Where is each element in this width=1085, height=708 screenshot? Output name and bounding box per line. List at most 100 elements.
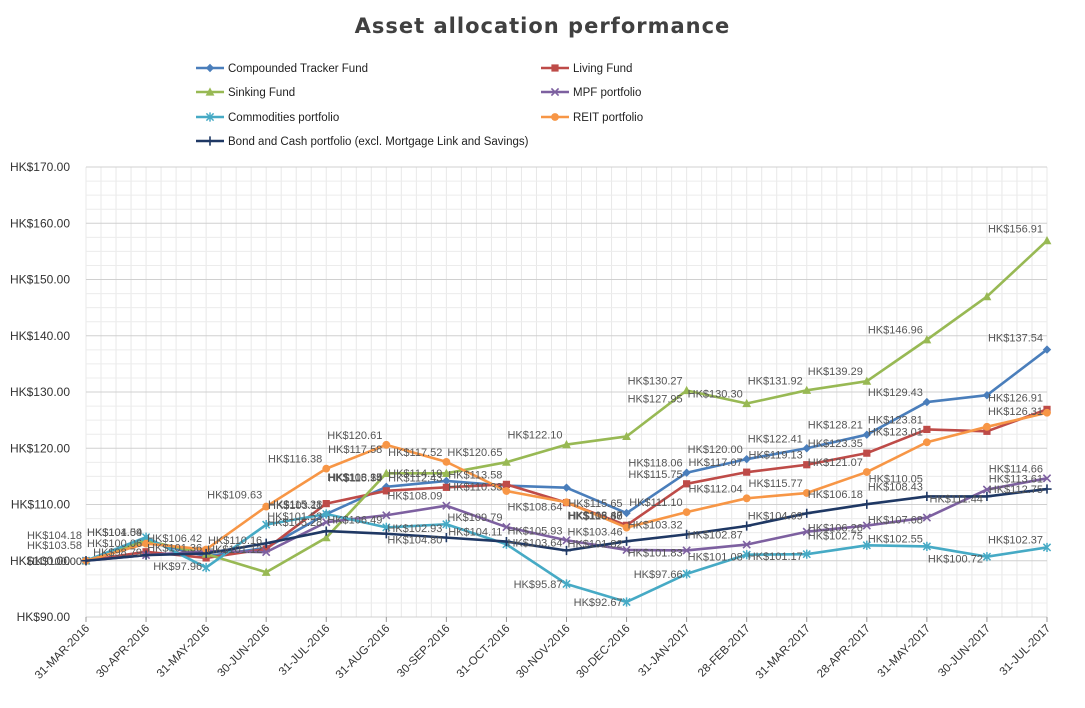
legend-label: Bond and Cash portfolio (excl. Mortgage … <box>228 136 529 148</box>
data-point <box>502 480 511 488</box>
legend-label: Sinking Fund <box>228 87 295 99</box>
data-point <box>1042 345 1052 354</box>
data-label: HK$111.10 <box>629 497 682 509</box>
data-label: HK$104.80 <box>387 535 442 547</box>
data-label: HK$110.16 <box>208 535 262 547</box>
data-label: HK$110.33 <box>448 481 502 493</box>
series-6 <box>81 484 1052 566</box>
data-label: HK$103.32 <box>628 519 683 531</box>
data-point <box>622 508 631 518</box>
legend-marker <box>550 87 560 97</box>
data-point <box>742 550 751 560</box>
data-label: HK$123.81 <box>868 414 923 426</box>
x-tick-label: 28-APR-2017 <box>815 623 873 681</box>
data-point <box>743 468 751 476</box>
data-point <box>502 522 511 532</box>
y-tick-label: HK$170.00 <box>10 160 70 174</box>
data-label: HK$116.38 <box>268 454 322 466</box>
data-label: HK$122.10 <box>507 430 562 442</box>
x-tick-label: 30-JUN-2017 <box>936 623 993 680</box>
x-tick-label: 30-SEP-2016 <box>395 623 452 680</box>
data-point <box>562 536 571 545</box>
data-point <box>742 454 751 464</box>
data-point <box>742 540 751 549</box>
data-point <box>442 457 451 466</box>
data-point <box>621 536 632 546</box>
series-3 <box>81 474 1052 565</box>
data-label: HK$97.96 <box>153 561 202 573</box>
data-point <box>562 498 571 507</box>
data-point <box>261 567 271 576</box>
data-point <box>322 464 331 473</box>
data-label: HK$101.53 <box>267 511 322 523</box>
data-point <box>922 541 932 552</box>
data-label: HK$108.64 <box>507 501 562 513</box>
data-label: HK$108.43 <box>868 481 923 493</box>
data-label: HK$139.29 <box>808 366 863 378</box>
data-label: HK$101.82 <box>568 538 623 550</box>
x-tick-label: 31-MAR-2016 <box>33 623 92 682</box>
data-label: HK$127.95 <box>628 393 683 405</box>
data-label: HK$104.18 <box>27 530 82 542</box>
data-point <box>562 579 571 589</box>
data-label: HK$119.13 <box>749 450 803 462</box>
data-point <box>802 489 811 497</box>
data-label: HK$118.06 <box>628 458 682 470</box>
x-tick-label: 30-APR-2016 <box>94 623 152 681</box>
data-point <box>863 449 871 457</box>
data-label: HK$120.61 <box>327 430 382 442</box>
data-label: HK$123.01 <box>868 426 923 438</box>
data-label: HK$114.19 <box>388 468 442 480</box>
data-point <box>81 556 91 566</box>
data-point <box>922 491 932 501</box>
data-point <box>201 548 211 559</box>
data-label: HK$105.28 <box>267 517 322 529</box>
data-point <box>442 476 451 486</box>
data-point <box>922 438 931 447</box>
data-point <box>923 425 931 434</box>
data-label: HK$109.63 <box>207 490 262 502</box>
legend-item: Living Fund <box>541 63 632 75</box>
data-label: HK$115.65 <box>568 498 622 510</box>
data-labels: HK$104.18HK$103.58HK$100.00HK$100.00HK$1… <box>27 224 1043 609</box>
x-tick-label: 30-DEC-2016 <box>574 623 632 681</box>
data-point <box>502 487 511 495</box>
legend-item: REIT portfolio <box>541 112 643 124</box>
data-label: HK$102.37 <box>988 534 1043 546</box>
data-point <box>322 500 330 508</box>
x-tick-label: 31-MAR-2017 <box>754 623 813 682</box>
data-label: HK$121.07 <box>808 457 863 469</box>
data-label: HK$101.12 <box>207 544 262 556</box>
data-point <box>322 509 331 519</box>
data-point <box>922 513 932 522</box>
x-tick-label: 31-JUL-2016 <box>277 623 332 678</box>
data-point <box>622 597 631 607</box>
legend-label: Compounded Tracker Fund <box>228 63 368 75</box>
data-label: HK$117.07 <box>688 457 742 469</box>
data-point <box>322 518 331 527</box>
data-point <box>982 292 992 301</box>
x-tick-label: 31-MAY-2017 <box>876 623 933 680</box>
data-point <box>141 550 151 560</box>
data-label: HK$101.83 <box>628 547 683 559</box>
data-point <box>381 468 391 477</box>
x-tick-label: 30-JUN-2016 <box>215 623 272 680</box>
data-point <box>262 547 271 557</box>
chart-title: Asset allocation performance <box>354 14 731 38</box>
data-point <box>682 508 691 517</box>
data-point <box>442 483 450 491</box>
data-point <box>983 427 991 435</box>
data-label: HK$105.93 <box>507 525 562 537</box>
legend-marker <box>205 136 215 146</box>
y-tick-label: HK$130.00 <box>10 385 70 399</box>
data-label: HK$114.66 <box>989 463 1043 475</box>
data-label: HK$115.75 <box>628 469 682 481</box>
data-label: HK$106.42 <box>147 533 202 545</box>
data-label: HK$104.54 <box>87 527 142 539</box>
data-point <box>201 562 211 573</box>
data-point <box>742 521 752 531</box>
data-point <box>982 485 992 494</box>
data-point <box>622 431 631 441</box>
data-point <box>622 523 631 532</box>
